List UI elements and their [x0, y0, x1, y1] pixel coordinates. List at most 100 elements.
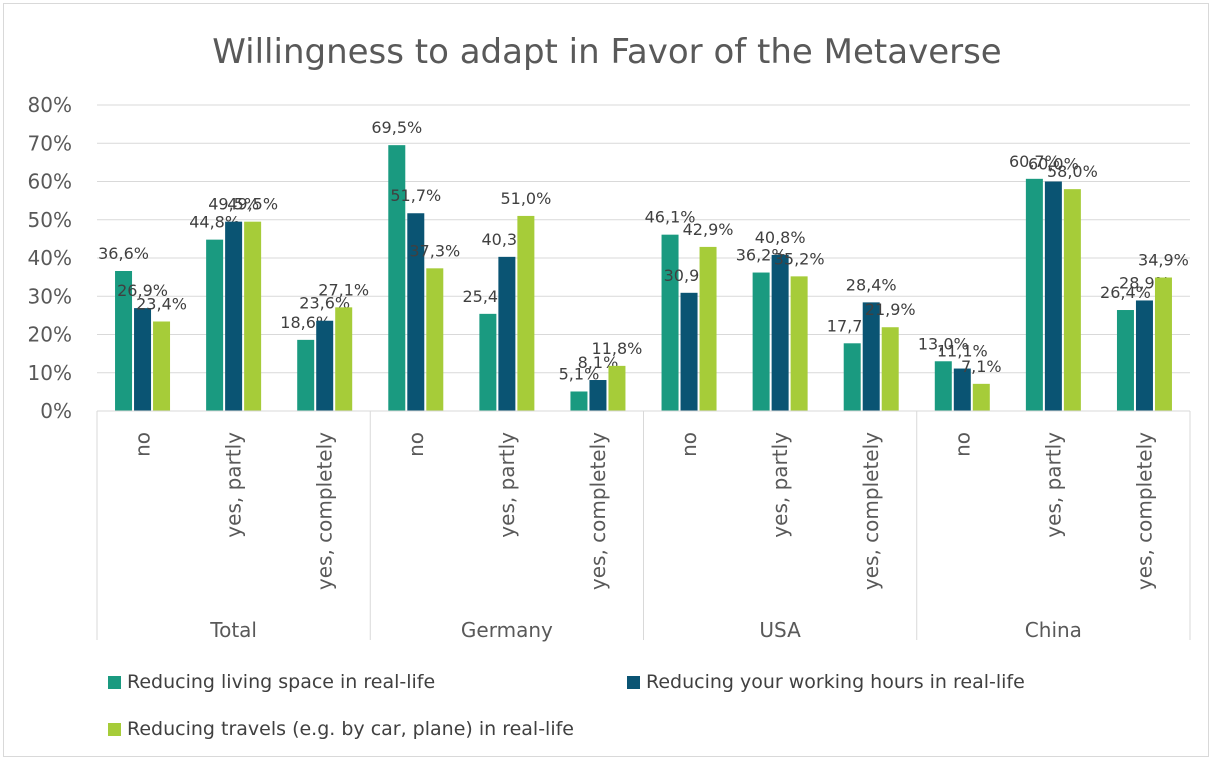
category-label: yes, partly — [1041, 432, 1065, 538]
bar-working-hours — [953, 368, 971, 411]
bar-living-space — [479, 313, 497, 411]
data-label: 36,6% — [98, 244, 149, 263]
data-label: 34,9% — [1138, 251, 1189, 270]
bar-working-hours — [680, 292, 698, 411]
bar-working-hours — [134, 308, 152, 411]
category-label: yes, completely — [859, 432, 883, 590]
bar-living-space — [388, 145, 406, 411]
legend-swatch-living-space — [108, 675, 121, 689]
data-label: 28,4% — [846, 275, 897, 294]
bar-working-hours — [589, 380, 607, 411]
data-label: 60,7% — [1009, 152, 1060, 171]
bar-living-space — [661, 234, 679, 411]
bar-travels — [153, 321, 171, 411]
legend-label-travels: Reducing travels (e.g. by car, plane) in… — [127, 718, 574, 740]
bar-working-hours — [862, 302, 880, 411]
bar-travels — [1154, 277, 1172, 411]
bar-travels — [335, 307, 353, 411]
category-label: no — [677, 432, 701, 457]
category-label: no — [131, 432, 155, 457]
data-label: 23,4% — [136, 294, 187, 313]
y-tick-label: 30% — [28, 284, 72, 308]
bar-travels — [972, 383, 990, 411]
category-label: yes, completely — [1132, 432, 1156, 590]
legend-swatch-travels — [108, 722, 121, 736]
category-label: yes, completely — [586, 432, 610, 590]
data-label: 27,1% — [318, 280, 369, 299]
bar-working-hours — [316, 320, 334, 411]
data-label: 46,1% — [645, 208, 696, 227]
y-tick-label: 0% — [40, 399, 72, 423]
bar-living-space — [297, 339, 315, 411]
data-label: 49,5% — [227, 195, 278, 214]
y-tick-label: 40% — [28, 246, 72, 270]
bar-living-space — [934, 361, 952, 411]
category-label: no — [950, 432, 974, 457]
legend-item-working-hours: Reducing your working hours in real-life — [627, 671, 1025, 693]
y-tick-label: 80% — [28, 93, 72, 117]
data-label: 21,9% — [865, 300, 916, 319]
data-label: 51,7% — [390, 186, 441, 205]
legend-label-working-hours: Reducing your working hours in real-life — [646, 671, 1025, 693]
category-label: yes, partly — [768, 432, 792, 538]
data-label: 11,8% — [592, 339, 643, 358]
bar-travels — [790, 276, 808, 411]
bar-living-space — [752, 272, 770, 411]
data-label: 26,9% — [117, 281, 168, 300]
y-tick-label: 20% — [28, 323, 72, 347]
bar-working-hours — [225, 221, 243, 411]
data-label: 7,1% — [961, 357, 1002, 376]
data-label: 26,4% — [1100, 283, 1151, 302]
bar-working-hours — [1135, 300, 1153, 411]
data-label: 35,2% — [774, 249, 825, 268]
category-label: yes, partly — [222, 432, 246, 538]
chart-container — [3, 3, 1209, 757]
bar-working-hours — [1044, 181, 1062, 411]
bar-working-hours — [771, 254, 789, 411]
y-tick-label: 60% — [28, 170, 72, 194]
legend-item-living-space: Reducing living space in real-life — [108, 671, 435, 693]
bar-travels — [881, 327, 899, 411]
bar-working-hours — [498, 256, 516, 411]
chart-title: Willingness to adapt in Favor of the Met… — [212, 32, 1001, 72]
y-tick-label: 70% — [28, 131, 72, 155]
data-label: 40,8% — [755, 228, 806, 247]
bar-travels — [699, 246, 717, 411]
data-label: 51,0% — [500, 189, 551, 208]
bar-travels — [608, 365, 626, 411]
bar-working-hours — [407, 213, 425, 411]
data-label: 69,5% — [371, 118, 422, 137]
group-label: Germany — [461, 618, 553, 642]
bar-living-space — [115, 271, 133, 411]
data-label: 58,0% — [1047, 162, 1098, 181]
group-label: USA — [759, 618, 801, 642]
data-label: 13,0% — [918, 334, 969, 353]
bar-travels — [517, 215, 535, 411]
data-label: 60,0% — [1028, 155, 1079, 174]
data-label: 37,3% — [409, 241, 460, 260]
bar-travels — [1063, 189, 1081, 411]
group-label: Total — [209, 618, 257, 642]
data-label: 5,1% — [559, 364, 600, 383]
bar-living-space — [843, 343, 861, 411]
category-label: yes, completely — [313, 432, 337, 590]
legend-item-travels: Reducing travels (e.g. by car, plane) in… — [108, 718, 574, 740]
bar-living-space — [1025, 178, 1043, 411]
bar-living-space — [206, 239, 224, 411]
data-label: 42,9% — [683, 220, 734, 239]
y-tick-label: 50% — [28, 208, 72, 232]
category-label: yes, partly — [495, 432, 519, 538]
legend-label-living-space: Reducing living space in real-life — [127, 671, 436, 693]
legend-swatch-working-hours — [627, 675, 640, 689]
bar-living-space — [570, 391, 588, 411]
bar-travels — [244, 221, 262, 411]
category-label: no — [404, 432, 428, 457]
y-tick-label: 10% — [28, 361, 72, 385]
group-label: China — [1025, 618, 1082, 642]
data-label: 11,1% — [937, 342, 988, 361]
data-label: 49,5% — [208, 195, 259, 214]
data-label: 8,1% — [578, 353, 619, 372]
bar-living-space — [1116, 310, 1134, 411]
bar-travels — [426, 268, 444, 411]
